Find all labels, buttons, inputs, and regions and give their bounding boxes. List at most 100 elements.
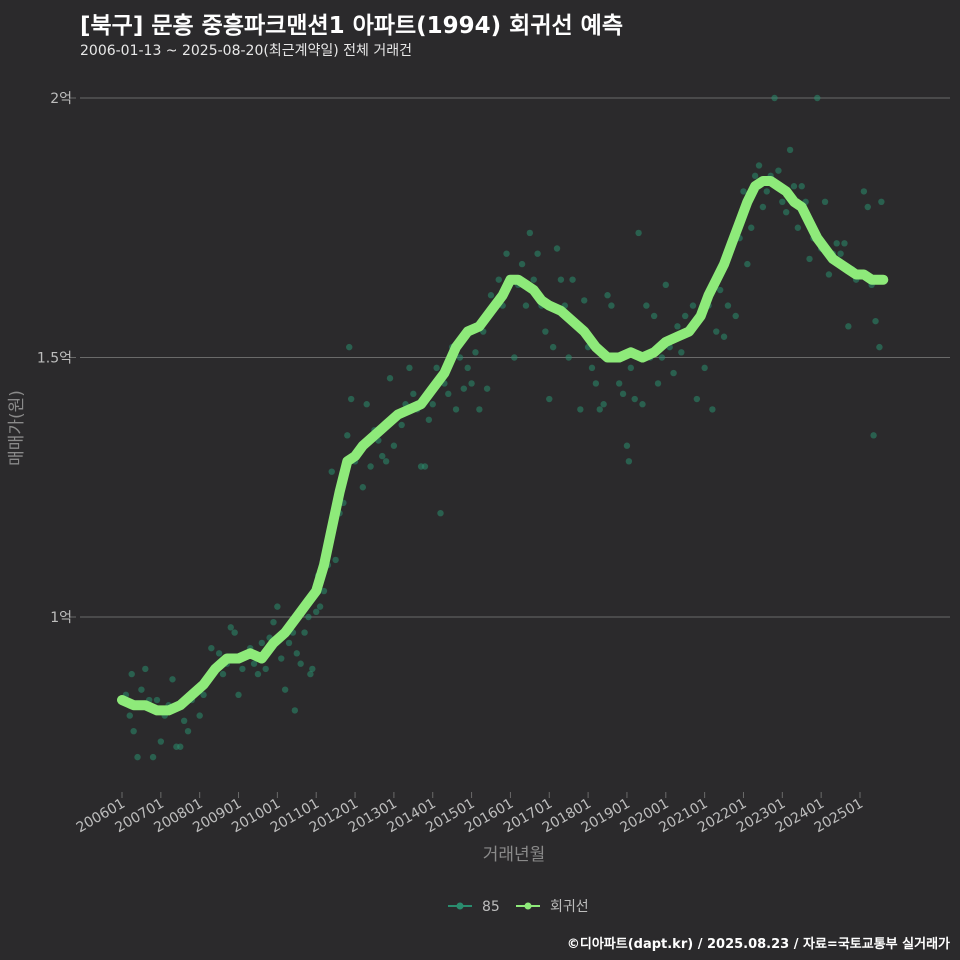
data-point-171 xyxy=(763,188,770,195)
legend-85-label: 85 xyxy=(482,899,500,915)
data-point-133 xyxy=(619,390,627,398)
data-point-76 xyxy=(398,421,405,429)
data-point-114 xyxy=(546,395,553,403)
data-point-184 xyxy=(814,94,821,102)
data-point-111 xyxy=(534,250,541,257)
data-point-163 xyxy=(732,312,739,320)
data-point-138 xyxy=(635,229,642,237)
data-point-85 xyxy=(433,364,440,372)
data-point-139 xyxy=(639,401,646,408)
x-axis-title: 거래년월 xyxy=(483,845,546,865)
data-point-130 xyxy=(608,302,615,309)
data-point-91 xyxy=(456,354,464,361)
data-point-30 xyxy=(235,691,242,699)
data-point-127 xyxy=(596,406,603,413)
data-point-62 xyxy=(346,343,353,351)
data-point-40 xyxy=(274,603,281,610)
data-point-117 xyxy=(557,276,565,283)
data-point-9 xyxy=(153,696,161,704)
data-point-135 xyxy=(625,458,633,465)
data-point-178 xyxy=(790,183,798,190)
data-point-45 xyxy=(291,707,299,714)
data-point-128 xyxy=(600,401,607,408)
data-point-147 xyxy=(670,369,677,377)
data-point-54 xyxy=(316,603,324,610)
data-point-126 xyxy=(592,380,600,387)
data-point-16 xyxy=(180,717,188,724)
data-point-105 xyxy=(511,354,518,361)
data-point-143 xyxy=(654,380,662,387)
data-point-157 xyxy=(709,406,716,413)
legend-item-regression[interactable]: 회귀선 xyxy=(516,899,589,915)
data-point-29 xyxy=(231,629,238,636)
data-point-103 xyxy=(503,250,510,257)
data-point-200 xyxy=(872,317,879,325)
data-point-174 xyxy=(775,167,782,174)
data-point-113 xyxy=(542,328,549,335)
data-point-21 xyxy=(200,691,207,699)
data-point-6 xyxy=(142,665,149,673)
data-point-94 xyxy=(468,380,475,387)
data-point-13 xyxy=(169,676,176,683)
data-point-66 xyxy=(359,484,367,491)
data-point-145 xyxy=(662,281,669,289)
data-point-4 xyxy=(134,753,141,761)
regression-curve-group xyxy=(117,176,889,716)
y-axis-ticks: 1억 1.5억 2억 xyxy=(37,91,76,626)
x-axis-ticks: 2006012007012008012009012010012011012012… xyxy=(74,792,866,836)
data-point-165 xyxy=(740,188,747,195)
data-point-123 xyxy=(581,297,588,304)
data-point-43 xyxy=(285,639,293,647)
data-point-10 xyxy=(157,738,165,745)
data-point-166 xyxy=(744,260,751,268)
data-point-26 xyxy=(219,670,227,678)
data-point-31 xyxy=(239,665,246,673)
data-point-68 xyxy=(367,463,374,470)
data-point-152 xyxy=(689,302,697,309)
data-point-15 xyxy=(177,743,184,750)
data-point-161 xyxy=(724,302,732,309)
data-point-34 xyxy=(250,660,258,667)
data-point-41 xyxy=(278,655,285,662)
data-point-57 xyxy=(328,468,335,475)
data-point-160 xyxy=(720,333,728,340)
legend: 85 회귀선 xyxy=(448,899,589,915)
data-point-201 xyxy=(876,343,883,351)
data-point-140 xyxy=(643,302,650,309)
data-point-129 xyxy=(604,292,611,299)
data-point-73 xyxy=(386,375,394,382)
data-point-125 xyxy=(588,364,596,372)
legend-item-85[interactable]: 85 xyxy=(448,899,500,915)
data-point-23 xyxy=(208,644,215,652)
data-point-202 xyxy=(878,198,885,205)
data-point-108 xyxy=(522,302,530,309)
data-point-28 xyxy=(227,624,234,631)
data-point-3 xyxy=(130,727,137,735)
data-point-168 xyxy=(751,172,759,180)
data-point-92 xyxy=(460,385,468,392)
data-point-158 xyxy=(713,328,720,335)
data-point-5 xyxy=(138,686,145,693)
data-point-173 xyxy=(771,94,778,102)
data-point-20 xyxy=(196,712,203,719)
data-point-47 xyxy=(297,660,304,667)
data-point-190 xyxy=(837,250,844,257)
data-point-169 xyxy=(755,162,763,169)
data-point-167 xyxy=(748,224,755,231)
data-point-144 xyxy=(658,354,666,361)
data-point-150 xyxy=(682,312,689,320)
data-point-8 xyxy=(149,753,157,761)
data-point-134 xyxy=(623,442,631,449)
chart-title: [북구] 문흥 중흥파크맨션1 아파트(1994) 회귀선 예측 xyxy=(80,13,623,39)
legend-regression-marker xyxy=(524,902,532,910)
data-point-72 xyxy=(382,458,390,465)
data-point-49 xyxy=(305,613,312,621)
data-point-35 xyxy=(254,670,262,678)
data-point-82 xyxy=(421,463,429,470)
data-point-180 xyxy=(798,183,805,190)
data-point-142 xyxy=(650,312,658,320)
data-point-96 xyxy=(476,406,483,413)
data-point-191 xyxy=(841,240,848,247)
data-point-17 xyxy=(184,727,192,735)
